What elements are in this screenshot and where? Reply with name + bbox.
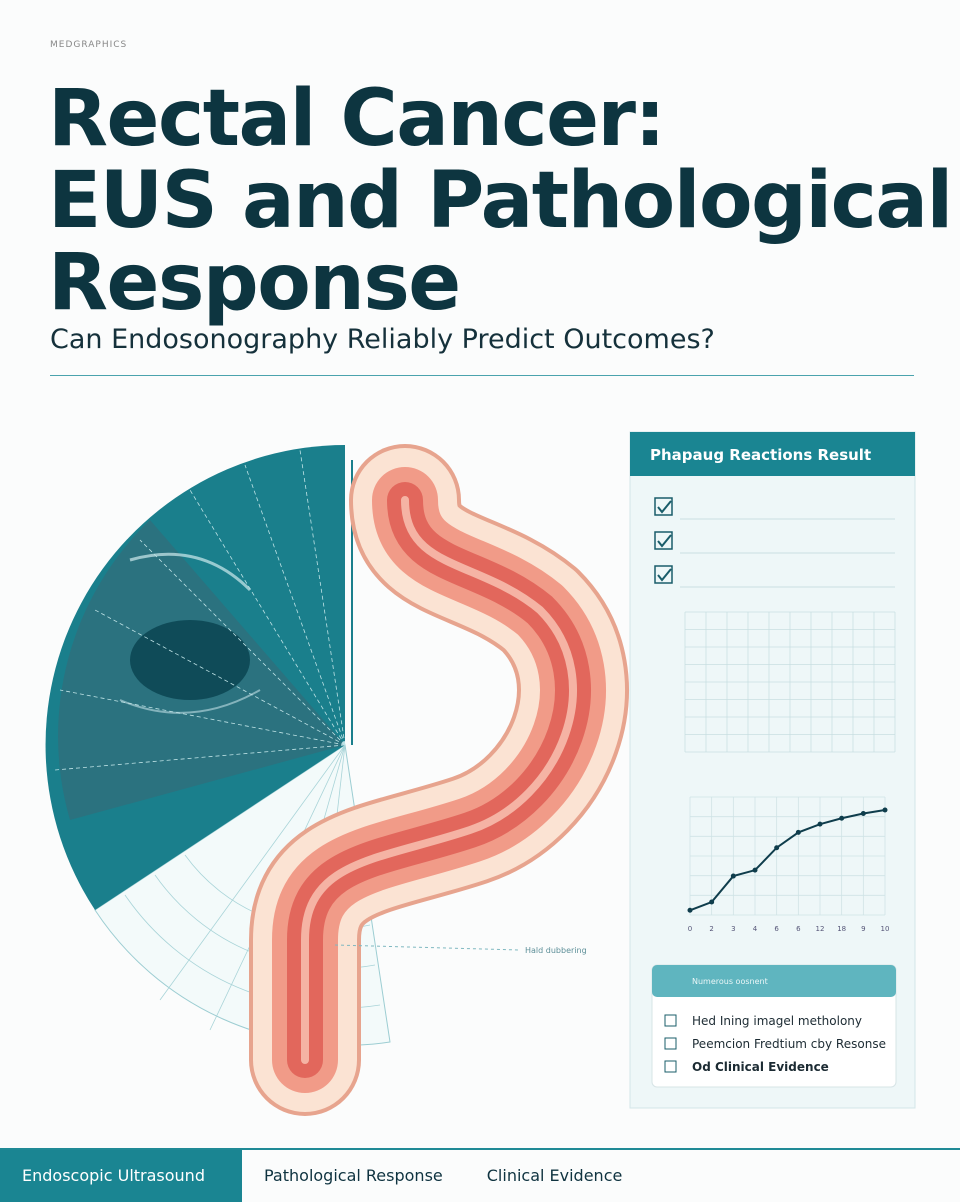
legend-item: Hed Ining imagel metholony xyxy=(692,1014,862,1028)
x-tick-label: 18 xyxy=(837,925,846,933)
checkmark xyxy=(657,568,672,582)
illustration: Hald dubbering Phapaug Reactions Result … xyxy=(45,431,916,1116)
x-tick-label: 0 xyxy=(688,925,692,933)
callout-line xyxy=(334,944,521,951)
tab-bar: Endoscopic Ultrasound Pathological Respo… xyxy=(0,1148,960,1202)
empty-chart xyxy=(684,611,896,753)
checkbox xyxy=(654,531,673,550)
point xyxy=(839,815,845,821)
point xyxy=(687,907,693,913)
point xyxy=(860,811,866,817)
checkmark xyxy=(657,534,672,548)
ultrasound-image xyxy=(58,520,345,820)
point xyxy=(709,899,715,905)
panel-header xyxy=(630,432,915,476)
x-tick-label: 6 xyxy=(774,925,779,933)
legend-header xyxy=(652,965,896,997)
colon xyxy=(249,444,629,1116)
point xyxy=(752,867,758,873)
x-tick-label: 2 xyxy=(709,925,713,933)
title: Rectal Cancer: EUS and Pathological Resp… xyxy=(48,74,953,328)
legend-box xyxy=(664,1060,677,1073)
checkbox xyxy=(654,565,673,584)
legend-box xyxy=(664,1014,677,1027)
legend-items: Hed Ining imagel metholony Peemcion Fredt… xyxy=(664,1014,886,1074)
legend-box xyxy=(664,1037,677,1050)
line-series xyxy=(689,808,886,912)
checklist xyxy=(654,497,895,588)
line-chart: 0 2 3 4 6 6 12 18 9 10 xyxy=(687,796,890,933)
x-tick-label: 3 xyxy=(731,925,735,933)
title-line: Rectal Cancer: xyxy=(48,74,666,164)
kicker: MEDGRAPHICS xyxy=(50,40,128,50)
point xyxy=(817,821,823,827)
x-tick-label: 9 xyxy=(861,925,865,933)
x-tick-label: 12 xyxy=(816,925,825,933)
point xyxy=(882,807,888,813)
tab[interactable]: Clinical Evidence xyxy=(486,1166,623,1185)
point xyxy=(730,873,736,879)
subtitle: Can Endosonography Reliably Predict Outc… xyxy=(50,324,715,355)
x-tick-label: 10 xyxy=(881,925,890,933)
checkmark xyxy=(657,500,672,514)
fan-lines xyxy=(54,449,346,771)
legend-item: Od Clinical Evidence xyxy=(692,1060,829,1074)
divider xyxy=(50,375,914,376)
title-line: EUS and Pathological xyxy=(48,156,953,246)
x-tick-label: 6 xyxy=(796,925,801,933)
title-line: Response xyxy=(48,238,461,328)
legend-item: Peemcion Fredtium cby Resonse xyxy=(692,1037,886,1051)
x-tick-label: 4 xyxy=(753,925,758,933)
tab[interactable]: Pathological Response xyxy=(264,1166,443,1185)
legend-title: Numerous oosnent xyxy=(692,977,768,986)
point xyxy=(774,845,780,851)
tab[interactable]: Endoscopic Ultrasound xyxy=(0,1150,242,1202)
point xyxy=(795,829,801,835)
checkbox xyxy=(654,497,673,516)
panel-title: Phapaug Reactions Result xyxy=(650,446,871,464)
annotation: Hald dubbering xyxy=(525,946,587,955)
